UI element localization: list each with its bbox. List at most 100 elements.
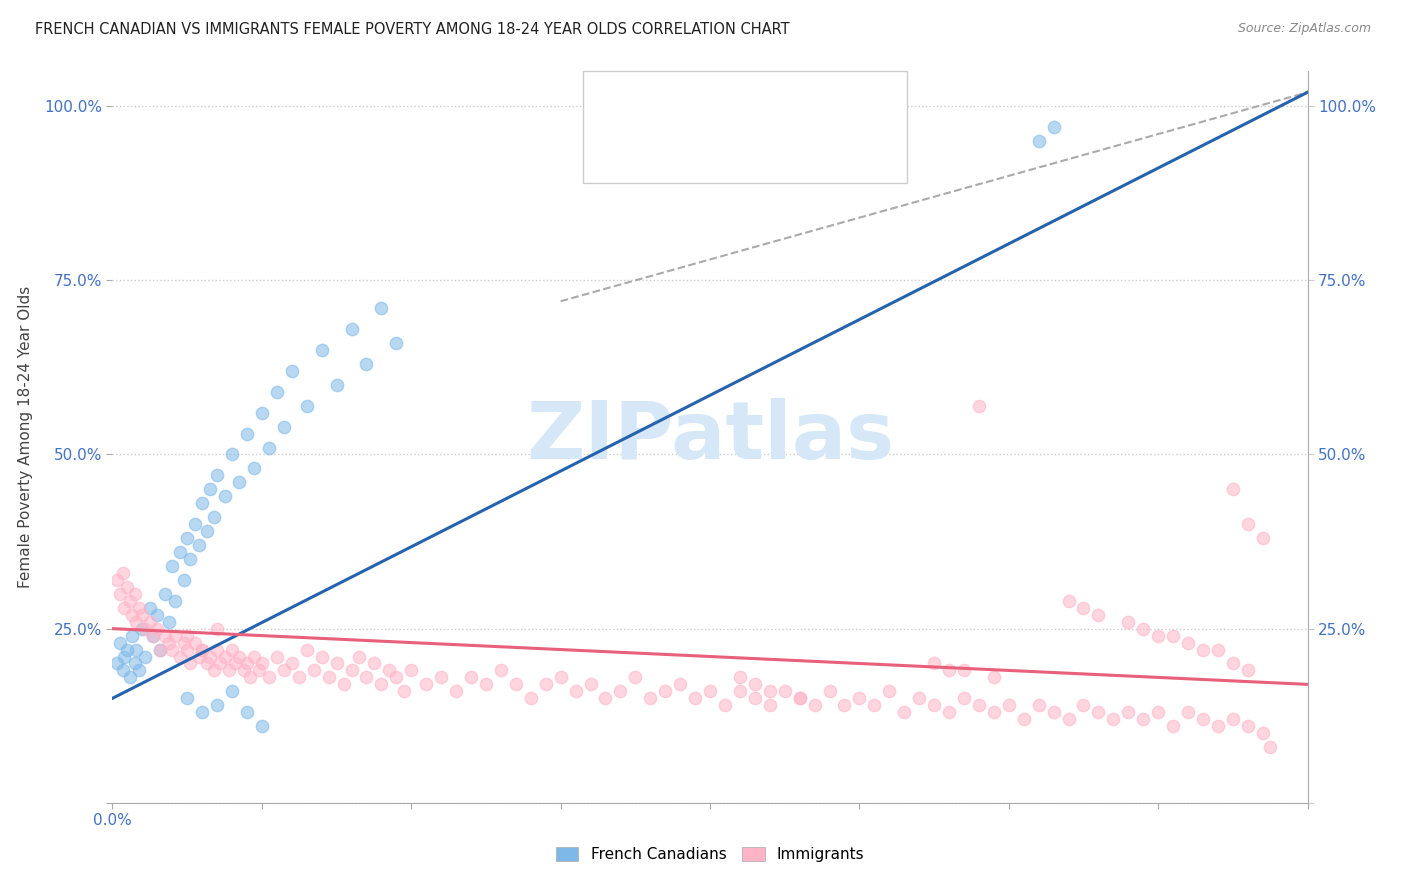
Point bbox=[221, 684, 243, 698]
Point bbox=[1237, 517, 1260, 532]
Point bbox=[162, 642, 183, 657]
Point bbox=[1102, 712, 1125, 726]
Point bbox=[325, 377, 347, 392]
Point bbox=[385, 336, 408, 351]
Point bbox=[176, 531, 198, 545]
Point bbox=[146, 607, 169, 622]
Point bbox=[139, 600, 162, 615]
Point bbox=[165, 629, 187, 643]
Point bbox=[149, 642, 172, 657]
Point bbox=[550, 670, 572, 684]
Point bbox=[281, 657, 304, 671]
Point bbox=[205, 468, 228, 483]
Point bbox=[475, 677, 498, 691]
Text: Source: ZipAtlas.com: Source: ZipAtlas.com bbox=[1237, 22, 1371, 36]
Point bbox=[228, 649, 250, 664]
Point bbox=[198, 649, 221, 664]
Y-axis label: Female Poverty Among 18-24 Year Olds: Female Poverty Among 18-24 Year Olds bbox=[18, 286, 32, 588]
Point bbox=[430, 670, 453, 684]
Point bbox=[247, 664, 270, 678]
Point bbox=[333, 677, 356, 691]
Point bbox=[221, 642, 243, 657]
Point bbox=[1177, 635, 1199, 649]
Point bbox=[243, 461, 266, 475]
Point bbox=[236, 705, 259, 719]
Point bbox=[1237, 719, 1260, 733]
Point bbox=[128, 664, 150, 678]
Point bbox=[340, 322, 363, 336]
Text: R = -0.343   N = 147: R = -0.343 N = 147 bbox=[650, 138, 838, 156]
Point bbox=[534, 677, 557, 691]
Point bbox=[281, 364, 304, 378]
Point bbox=[165, 594, 187, 608]
Point bbox=[179, 657, 201, 671]
Point bbox=[273, 419, 295, 434]
Point bbox=[789, 691, 811, 706]
Point bbox=[953, 664, 976, 678]
Point bbox=[120, 670, 142, 684]
Point bbox=[259, 441, 281, 455]
Point bbox=[818, 684, 841, 698]
Point bbox=[1251, 531, 1274, 545]
Point bbox=[1012, 712, 1035, 726]
Point bbox=[1042, 705, 1064, 719]
Point bbox=[124, 587, 146, 601]
Point bbox=[444, 684, 467, 698]
Point bbox=[654, 684, 676, 698]
Point bbox=[202, 510, 225, 524]
Point bbox=[1177, 705, 1199, 719]
Point bbox=[1087, 705, 1109, 719]
Point bbox=[564, 684, 586, 698]
Point bbox=[191, 642, 214, 657]
Point bbox=[1042, 120, 1064, 134]
Point bbox=[191, 705, 214, 719]
Point bbox=[669, 677, 692, 691]
Point bbox=[1073, 600, 1095, 615]
Point bbox=[893, 705, 915, 719]
Point bbox=[1073, 698, 1095, 713]
Point bbox=[120, 594, 142, 608]
Point bbox=[205, 622, 228, 636]
Point bbox=[243, 649, 266, 664]
Point bbox=[114, 600, 135, 615]
Point bbox=[356, 670, 378, 684]
Point bbox=[191, 642, 214, 657]
Point bbox=[460, 670, 482, 684]
Point bbox=[176, 691, 198, 706]
Point bbox=[699, 684, 721, 698]
Point bbox=[134, 622, 156, 636]
Point bbox=[1118, 615, 1140, 629]
Point bbox=[105, 573, 128, 587]
Point bbox=[124, 657, 146, 671]
Point bbox=[221, 448, 243, 462]
Point bbox=[209, 657, 232, 671]
Point bbox=[233, 664, 256, 678]
Point bbox=[378, 664, 401, 678]
Point bbox=[195, 524, 218, 538]
Point bbox=[773, 684, 796, 698]
Point bbox=[1147, 629, 1170, 643]
Point bbox=[1258, 740, 1281, 755]
Point bbox=[356, 357, 378, 371]
Point bbox=[125, 642, 148, 657]
Point bbox=[121, 607, 143, 622]
Point bbox=[105, 657, 128, 671]
Point bbox=[195, 657, 218, 671]
Point bbox=[520, 691, 543, 706]
Point bbox=[714, 698, 737, 713]
Point bbox=[967, 399, 990, 413]
Point bbox=[1206, 719, 1229, 733]
Point bbox=[1028, 698, 1050, 713]
Point bbox=[273, 664, 295, 678]
Point bbox=[1222, 712, 1244, 726]
Point bbox=[111, 664, 134, 678]
Point bbox=[157, 635, 180, 649]
Point bbox=[188, 538, 211, 552]
Point bbox=[1237, 664, 1260, 678]
Point bbox=[114, 649, 135, 664]
Point bbox=[176, 642, 198, 657]
Point bbox=[228, 475, 250, 490]
Point bbox=[266, 649, 288, 664]
Text: R =  0.630   N =  55: R = 0.630 N = 55 bbox=[650, 96, 831, 114]
Point bbox=[579, 677, 602, 691]
